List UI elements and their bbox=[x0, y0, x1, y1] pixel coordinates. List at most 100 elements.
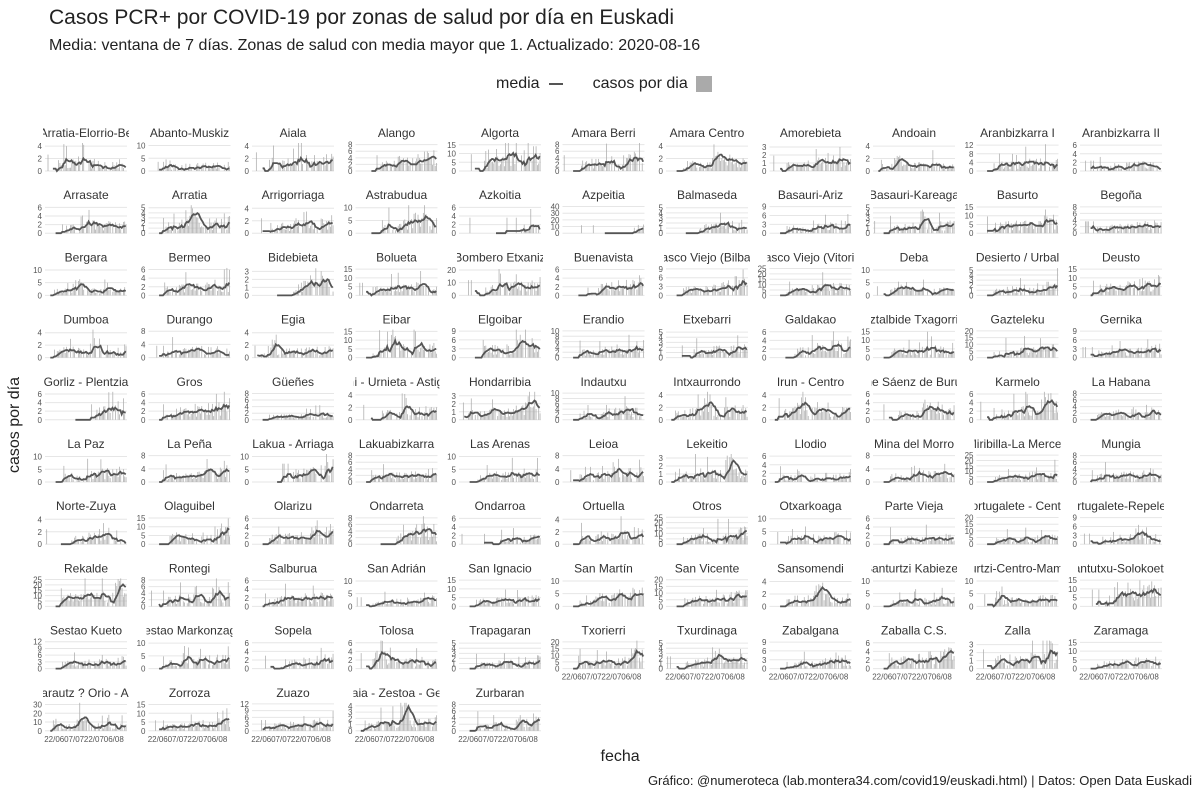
bar bbox=[172, 663, 174, 669]
bar bbox=[834, 414, 836, 420]
bar bbox=[689, 290, 691, 296]
panel-title: La Paz bbox=[67, 437, 104, 451]
bar bbox=[112, 728, 114, 731]
bar bbox=[927, 331, 928, 358]
y-tick-label: 4 bbox=[762, 391, 767, 400]
bar bbox=[296, 292, 298, 296]
bar bbox=[408, 532, 410, 545]
bar bbox=[517, 410, 518, 420]
bar bbox=[1000, 599, 1002, 607]
mean-line bbox=[987, 649, 1058, 670]
bar bbox=[529, 158, 530, 171]
bar bbox=[681, 417, 683, 420]
y-tick-label: 0 bbox=[348, 478, 353, 487]
y-tick-label: 3 bbox=[659, 338, 664, 347]
bar bbox=[592, 225, 594, 234]
y-tick-label: 6 bbox=[762, 647, 767, 656]
bar bbox=[933, 349, 935, 358]
bar bbox=[1102, 412, 1104, 420]
bar bbox=[680, 417, 682, 420]
bar bbox=[97, 599, 99, 607]
bar bbox=[1018, 412, 1020, 420]
bar bbox=[583, 479, 585, 482]
bar bbox=[744, 662, 745, 669]
bar bbox=[218, 285, 220, 296]
bar bbox=[526, 403, 528, 420]
bar bbox=[838, 158, 840, 171]
bar bbox=[603, 534, 605, 545]
y-tick-label: 0 bbox=[348, 602, 353, 611]
bar bbox=[403, 479, 404, 482]
bar bbox=[1134, 227, 1135, 234]
bar bbox=[500, 412, 501, 420]
bar bbox=[194, 213, 196, 234]
bar bbox=[91, 471, 93, 482]
bar bbox=[1110, 283, 1112, 296]
bar bbox=[215, 218, 217, 234]
bar bbox=[282, 353, 284, 358]
bar bbox=[944, 230, 946, 234]
bar bbox=[101, 168, 103, 171]
bar bbox=[108, 353, 110, 358]
bar bbox=[713, 478, 715, 482]
y-tick-label: 20 bbox=[965, 327, 974, 336]
bar bbox=[707, 230, 708, 234]
panel-title: Gazteleku bbox=[990, 313, 1044, 327]
bar bbox=[1158, 662, 1159, 669]
bar bbox=[486, 601, 488, 607]
y-tick-label: 4 bbox=[762, 336, 767, 345]
bar bbox=[397, 660, 399, 669]
y-tick-label: 15 bbox=[1068, 576, 1077, 585]
bar bbox=[1103, 480, 1105, 482]
bar bbox=[1121, 168, 1122, 171]
bar bbox=[590, 354, 592, 358]
bar bbox=[704, 659, 706, 669]
bar bbox=[109, 727, 111, 731]
bar bbox=[485, 287, 487, 296]
bar bbox=[295, 218, 297, 234]
y-tick-label: 2 bbox=[659, 462, 664, 471]
bar bbox=[927, 164, 928, 171]
bar bbox=[1087, 221, 1089, 234]
bar bbox=[56, 288, 58, 296]
bar bbox=[498, 165, 500, 171]
y-tick-label: 4 bbox=[1073, 216, 1078, 225]
bar bbox=[109, 221, 111, 234]
bar bbox=[811, 168, 813, 171]
bar bbox=[998, 351, 1000, 358]
bar bbox=[511, 457, 513, 482]
bar bbox=[381, 291, 383, 296]
bar bbox=[222, 654, 224, 669]
bar bbox=[436, 163, 437, 171]
bar bbox=[745, 163, 747, 171]
bar bbox=[92, 478, 94, 482]
bar bbox=[411, 353, 412, 358]
bar bbox=[119, 580, 120, 607]
bar bbox=[210, 347, 212, 358]
bar bbox=[1115, 165, 1117, 171]
bar bbox=[916, 474, 918, 482]
bar bbox=[377, 477, 379, 482]
mean-line bbox=[55, 660, 126, 670]
bar bbox=[519, 290, 521, 296]
bar bbox=[119, 466, 120, 482]
bar bbox=[687, 161, 688, 171]
bar bbox=[124, 476, 126, 482]
bar bbox=[490, 408, 492, 420]
y-tick-label: 10 bbox=[33, 718, 42, 727]
bar bbox=[740, 284, 741, 296]
bar bbox=[218, 661, 220, 669]
bar bbox=[745, 590, 747, 607]
y-tick-label: 2 bbox=[762, 469, 767, 478]
bar bbox=[496, 354, 497, 358]
bar bbox=[269, 159, 270, 171]
mean-line bbox=[484, 535, 541, 546]
y-tick-label: 2 bbox=[245, 155, 250, 164]
bar bbox=[376, 155, 378, 171]
bar bbox=[919, 541, 921, 545]
y-tick-label: 0 bbox=[452, 602, 457, 611]
bar bbox=[830, 601, 832, 607]
